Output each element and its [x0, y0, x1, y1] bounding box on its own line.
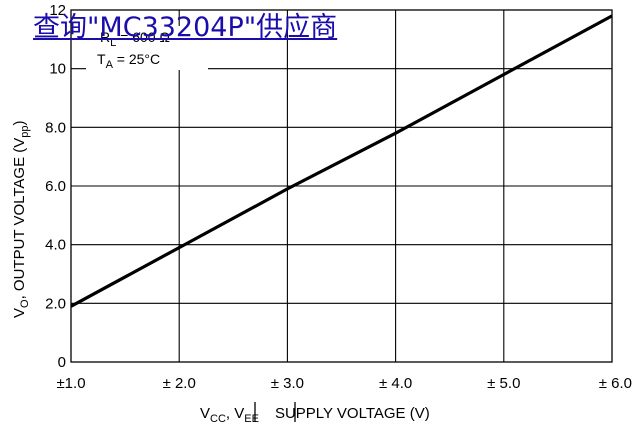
- x-tick-label: ± 4.0: [379, 375, 412, 392]
- y-axis-title: VO, OUTPUT VOLTAGE (Vpp): [11, 120, 31, 318]
- y-tick-label: 4.0: [45, 237, 66, 254]
- x-axis-title: VCC, VEE SUPPLY VOLTAGE (V): [200, 405, 430, 425]
- annotation-rl: RL = 600 Ω: [100, 29, 170, 49]
- x-tick-label: ±1.0: [56, 375, 85, 392]
- watermark-link[interactable]: 查询"MC33204P"供应商: [33, 12, 338, 43]
- plot-frame: [70, 9, 613, 363]
- y-tick-label: 8.0: [45, 119, 66, 136]
- annotation-ta: TA = 25°C: [97, 51, 160, 71]
- y-tick-label: 0: [58, 354, 66, 371]
- annotation-background: [86, 26, 208, 70]
- tick-labels: 0 2.0 4.0 6.0 8.0 10 12 ±1.0 ± 2.0 ± 3.0 ± 4.0 ± 5.…: [45, 2, 632, 392]
- y-tick-label: 12: [49, 2, 66, 19]
- x-tick-label: ± 5.0: [487, 375, 520, 392]
- grid: [71, 10, 612, 362]
- x-tick-label: ± 3.0: [271, 375, 304, 392]
- x-tick-label: ± 2.0: [163, 375, 196, 392]
- y-tick-label: 6.0: [45, 178, 66, 195]
- series-line: [70, 14, 613, 308]
- x-tick-label: ± 6.0: [599, 375, 632, 392]
- y-tick-label: 2.0: [45, 295, 66, 312]
- y-tick-label: 10: [49, 61, 66, 78]
